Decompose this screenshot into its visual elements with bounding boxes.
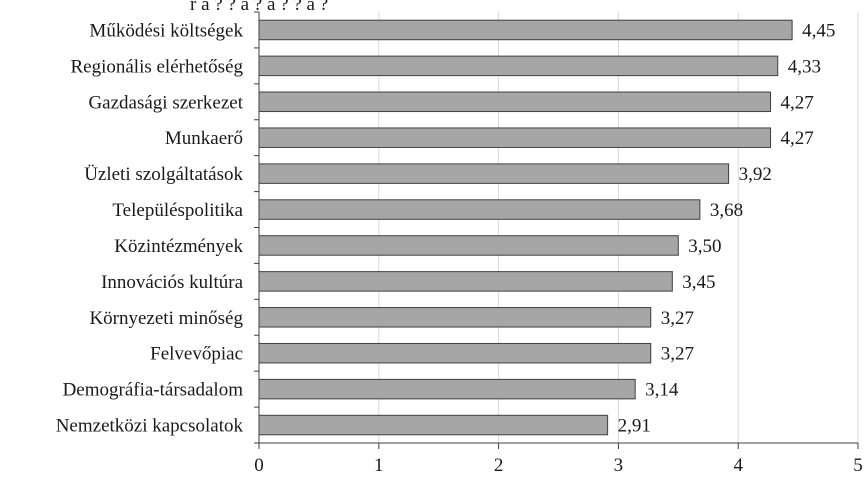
value-label-9: 3,27 [661, 344, 694, 365]
x-tick-label-5: 5 [853, 455, 863, 476]
x-tick-label-1: 1 [374, 455, 384, 476]
category-label-2: Gazdasági szerkezet [88, 92, 243, 113]
value-label-4: 3,92 [739, 164, 772, 185]
category-label-6: Közintézmények [114, 236, 243, 257]
value-label-0: 4,45 [802, 20, 835, 41]
axes [254, 11, 859, 449]
x-tick-label-4: 4 [733, 455, 743, 476]
value-label-6: 3,50 [688, 236, 721, 257]
bar-5 [258, 199, 701, 220]
value-label-8: 3,27 [661, 308, 694, 329]
x-tick-labels: 0 1 2 3 4 5 [254, 455, 863, 476]
bar-3 [258, 127, 772, 148]
category-label-5: Településpolitika [112, 200, 243, 221]
bars [258, 19, 793, 436]
bar-9 [258, 342, 652, 364]
bar-11 [258, 414, 609, 436]
gridlines [378, 12, 859, 443]
category-label-7: Innovációs kultúra [101, 272, 244, 293]
category-label-4: Üzleti szolgáltatások [84, 164, 243, 185]
bar-1 [258, 55, 779, 77]
bar-2 [258, 91, 772, 113]
bar-4 [258, 163, 730, 184]
category-label-9: Felvevőpiac [150, 344, 243, 365]
value-labels: 4,45 4,33 4,27 4,27 3,92 3,68 3,50 3,45 3,27 3,27… [618, 20, 836, 436]
category-label-8: Környezeti minőség [89, 308, 243, 329]
x-tick-label-2: 2 [494, 455, 504, 476]
category-labels: Működési költségek Regionális elérhetőség… [56, 20, 244, 436]
category-label-1: Regionális elérhetőség [70, 56, 243, 77]
bar-7 [258, 271, 673, 292]
bar-8 [258, 307, 652, 328]
category-label-0: Működési költségek [89, 20, 243, 41]
value-label-1: 4,33 [788, 56, 821, 77]
bar-6 [258, 235, 679, 256]
bar-0 [258, 19, 793, 41]
category-label-10: Demográfia-társadalom [63, 380, 244, 401]
x-tick-label-3: 3 [614, 455, 624, 476]
value-label-5: 3,68 [710, 200, 743, 221]
bar-10 [258, 378, 636, 400]
category-label-3: Munkaerő [165, 128, 243, 149]
value-label-10: 3,14 [645, 380, 679, 401]
value-label-3: 4,27 [781, 128, 814, 149]
value-label-11: 2,91 [618, 416, 651, 437]
cropped-title-fragment: r a ? ? a ? a ? ? a ? [190, 0, 328, 15]
value-label-7: 3,45 [682, 272, 715, 293]
category-label-11: Nemzetközi kapcsolatok [56, 416, 244, 437]
x-tick-label-0: 0 [254, 455, 264, 476]
value-label-2: 4,27 [781, 92, 814, 113]
